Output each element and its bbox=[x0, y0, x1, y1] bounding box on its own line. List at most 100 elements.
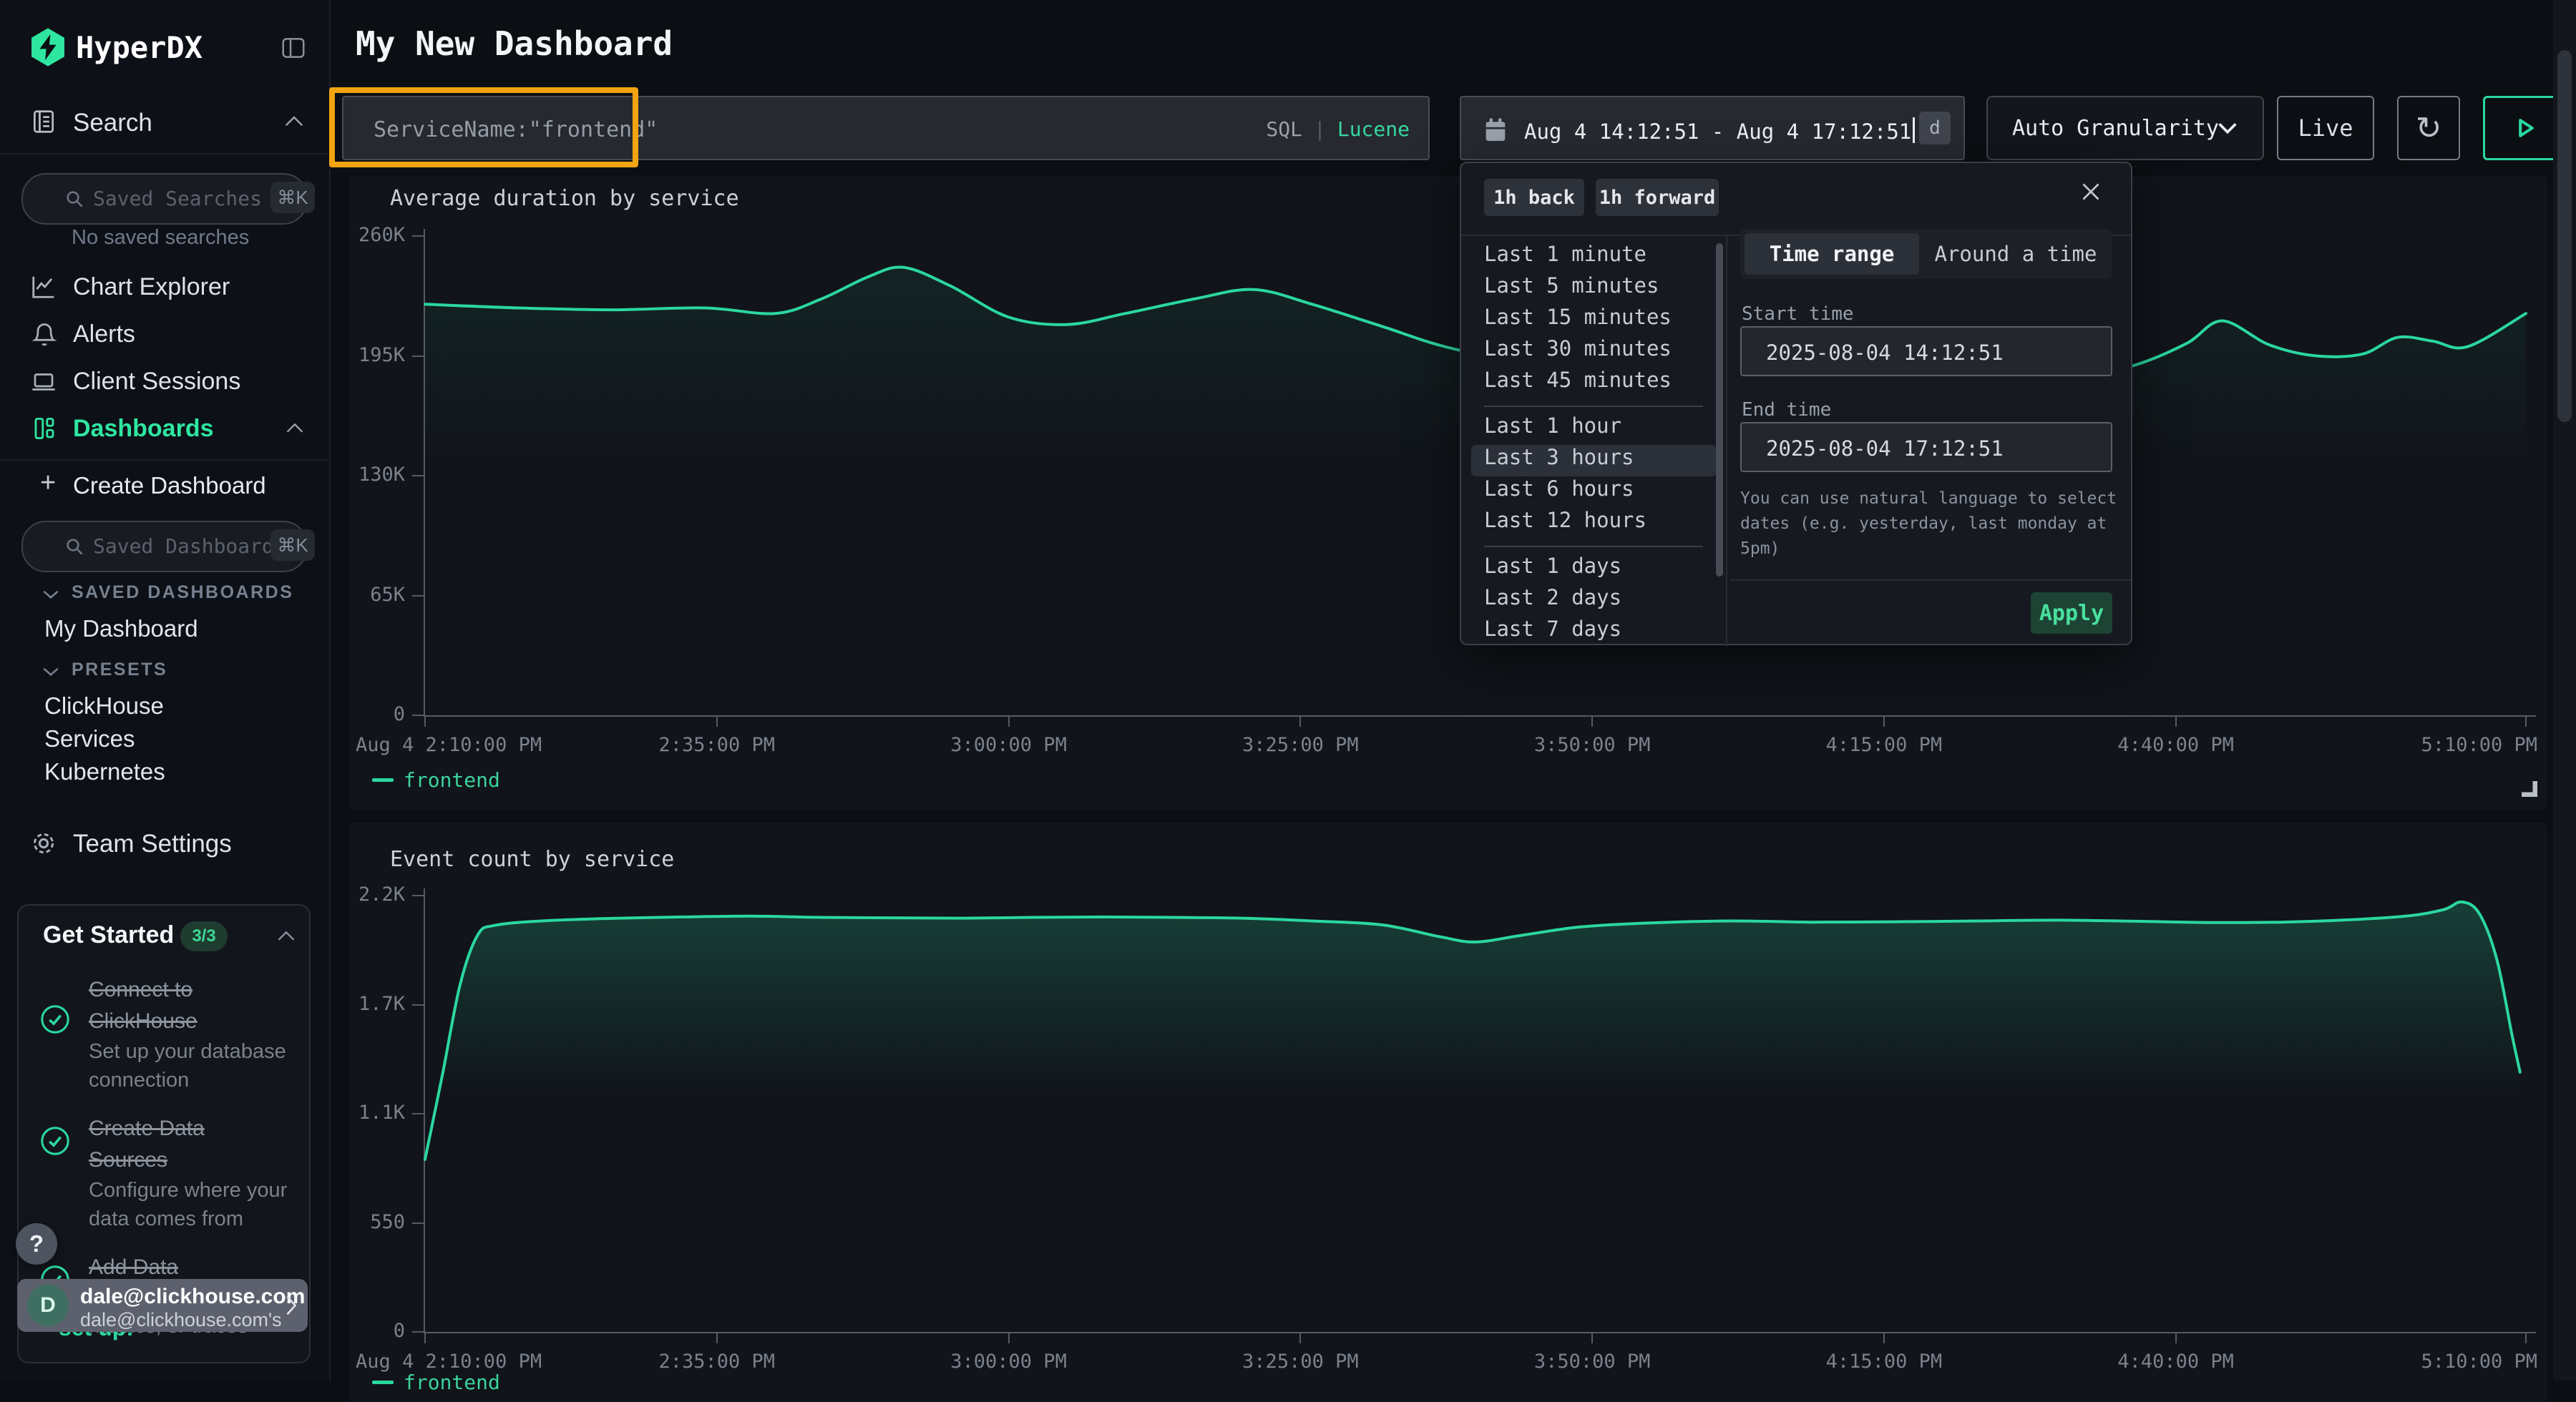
relative-time-option[interactable]: Last 1 hour bbox=[1484, 413, 1622, 438]
legend-line-swatch bbox=[372, 778, 394, 782]
forward-1h-button[interactable]: 1h forward bbox=[1596, 179, 1719, 216]
get-started-title: Get Started bbox=[43, 921, 175, 948]
chevron-down-icon bbox=[2215, 119, 2240, 137]
relative-time-option[interactable]: Last 15 minutes bbox=[1484, 305, 1672, 329]
relative-time-option[interactable]: Last 45 minutes bbox=[1484, 368, 1672, 392]
legend-series-name: frontend bbox=[404, 768, 500, 792]
relative-time-option[interactable]: Last 6 hours bbox=[1484, 476, 1634, 501]
no-saved-searches-text: No saved searches bbox=[72, 226, 250, 249]
start-time-input[interactable]: 2025-08-04 14:12:51 bbox=[1740, 326, 2112, 376]
tab-time-range[interactable]: Time range bbox=[1745, 233, 1919, 275]
kbd-d-badge: d bbox=[1919, 112, 1951, 144]
checklist-item-title: Create Data Sources bbox=[89, 1117, 205, 1172]
relative-time-option[interactable]: Last 12 hours bbox=[1484, 508, 1646, 532]
chevron-up-icon bbox=[285, 421, 305, 435]
user-menu[interactable]: D dale@clickhouse.com dale@clickhouse.co… bbox=[17, 1279, 308, 1332]
start-time-label: Start time bbox=[1742, 303, 1854, 325]
time-range-value: Aug 4 14:12:51 - Aug 4 17:12:51 bbox=[1524, 119, 1912, 144]
lucene-toggle[interactable]: Lucene bbox=[1337, 117, 1410, 141]
sql-toggle[interactable]: SQL bbox=[1266, 117, 1302, 141]
create-dashboard-button[interactable]: + Create Dashboard bbox=[0, 468, 329, 506]
toggle-divider: | bbox=[1313, 117, 1326, 141]
sidebar-item-team-settings[interactable]: Team Settings bbox=[0, 827, 329, 864]
close-icon[interactable] bbox=[2074, 175, 2108, 209]
legend-duration[interactable]: frontend bbox=[372, 768, 500, 792]
search-icon bbox=[63, 535, 86, 558]
live-button[interactable]: Live bbox=[2277, 96, 2374, 160]
get-started-progress-badge: 3/3 bbox=[180, 921, 228, 951]
user-email: dale@clickhouse.com bbox=[80, 1285, 306, 1308]
chevron-up-icon[interactable] bbox=[276, 928, 296, 943]
relative-time-list: Last 1 minute Last 5 minutes Last 15 minut… bbox=[1461, 236, 1727, 647]
divider bbox=[1484, 406, 1703, 407]
sidebar-item-label: Chart Explorer bbox=[73, 273, 230, 300]
sidebar-item-dashboards[interactable]: Dashboards bbox=[0, 412, 329, 449]
end-time-input[interactable]: 2025-08-04 17:12:51 bbox=[1740, 422, 2112, 472]
filter-query-value: ServiceName:"frontend" bbox=[374, 117, 658, 142]
tab-around-a-time[interactable]: Around a time bbox=[1934, 242, 2097, 266]
help-button[interactable]: ? bbox=[16, 1223, 57, 1265]
user-subtitle: dale@clickhouse.com's bbox=[80, 1309, 282, 1330]
presets-heading: PRESETS bbox=[72, 660, 168, 680]
annotation-highlight-box bbox=[329, 87, 638, 167]
chart-explorer-icon bbox=[30, 273, 57, 300]
chart-title-events: Event count by service bbox=[390, 847, 675, 872]
gear-icon bbox=[29, 828, 59, 858]
checklist-item-sources[interactable]: Create Data Sources Configure where your… bbox=[39, 1113, 288, 1233]
relative-time-option[interactable]: Last 3 hours bbox=[1471, 445, 1716, 476]
saved-dashboards-input[interactable]: Saved Dashboards ⌘K bbox=[21, 521, 315, 572]
sidebar-item-alerts[interactable]: Alerts bbox=[0, 318, 329, 355]
sidebar-item-chart-explorer[interactable]: Chart Explorer bbox=[0, 270, 329, 308]
back-1h-button[interactable]: 1h back bbox=[1484, 179, 1584, 216]
relative-time-option[interactable]: Last 5 minutes bbox=[1484, 273, 1659, 298]
page-scrollbar-thumb[interactable] bbox=[2557, 50, 2572, 422]
relative-time-option[interactable]: Last 30 minutes bbox=[1484, 336, 1672, 361]
apply-button[interactable]: Apply bbox=[2031, 592, 2112, 634]
chevron-down-icon[interactable] bbox=[42, 665, 60, 678]
sidebar-item-search[interactable]: Search bbox=[0, 106, 329, 143]
end-time-value: 2025-08-04 17:12:51 bbox=[1766, 436, 2004, 461]
checklist-item-desc: Set up your database connection bbox=[89, 1040, 286, 1092]
filter-query-input[interactable]: ServiceName:"frontend" SQL | Lucene bbox=[342, 96, 1430, 160]
sidebar-item-clickhouse[interactable]: ClickHouse bbox=[44, 692, 164, 719]
saved-searches-input[interactable]: Saved Searches ⌘K bbox=[21, 173, 315, 225]
start-time-value: 2025-08-04 14:12:51 bbox=[1766, 340, 2004, 365]
time-range-input[interactable]: Aug 4 14:12:51 - Aug 4 17:12:51 d bbox=[1460, 96, 1965, 160]
relative-time-option[interactable]: Last 2 days bbox=[1484, 585, 1622, 609]
saved-searches-placeholder: Saved Searches bbox=[93, 187, 263, 210]
search-icon bbox=[63, 187, 86, 210]
relative-time-option[interactable]: Last 7 days bbox=[1484, 617, 1622, 641]
sidebar-item-my-dashboard[interactable]: My Dashboard bbox=[44, 615, 198, 642]
hyperdx-logo-icon bbox=[27, 26, 69, 69]
natural-language-hint: You can use natural language to select d… bbox=[1740, 489, 2117, 558]
legend-line-swatch bbox=[372, 1381, 394, 1384]
bell-icon bbox=[31, 320, 57, 348]
refresh-icon bbox=[2416, 110, 2442, 147]
chart-panel-duration bbox=[349, 176, 2547, 810]
relative-time-option[interactable]: Last 1 days bbox=[1484, 554, 1622, 578]
granularity-select[interactable]: Auto Granularity bbox=[1986, 96, 2264, 160]
refresh-button[interactable] bbox=[2397, 96, 2460, 160]
end-time-label: End time bbox=[1742, 399, 1832, 421]
sidebar-item-services[interactable]: Services bbox=[44, 725, 135, 752]
text-caret bbox=[1913, 117, 1916, 143]
page-title: My New Dashboard bbox=[356, 24, 673, 63]
calendar-icon bbox=[1481, 114, 1510, 146]
checklist-item-desc: Configure where your data comes from bbox=[89, 1179, 288, 1230]
sidebar-item-label: Team Settings bbox=[73, 830, 232, 858]
checklist-item-connect[interactable]: Connect to ClickHouse Set up your databa… bbox=[39, 974, 288, 1094]
sidebar-item-client-sessions[interactable]: Client Sessions bbox=[0, 365, 329, 402]
picker-tabs: Time range Around a time bbox=[1740, 229, 2112, 279]
sidebar-item-kubernetes[interactable]: Kubernetes bbox=[44, 758, 165, 785]
legend-series-name: frontend bbox=[404, 1371, 500, 1394]
chevron-up-icon bbox=[283, 113, 305, 129]
panel-resize-handle[interactable] bbox=[2516, 775, 2537, 797]
sidebar-item-label: Client Sessions bbox=[73, 368, 241, 395]
relative-time-option[interactable]: Last 1 minute bbox=[1484, 242, 1646, 266]
check-circle-icon bbox=[39, 1124, 72, 1233]
list-scrollbar[interactable] bbox=[1716, 243, 1723, 577]
kbd-shortcut: ⌘K bbox=[270, 182, 315, 213]
sidebar-collapse-button[interactable] bbox=[279, 34, 308, 62]
legend-events[interactable]: frontend bbox=[372, 1371, 500, 1394]
chevron-down-icon[interactable] bbox=[42, 588, 60, 601]
